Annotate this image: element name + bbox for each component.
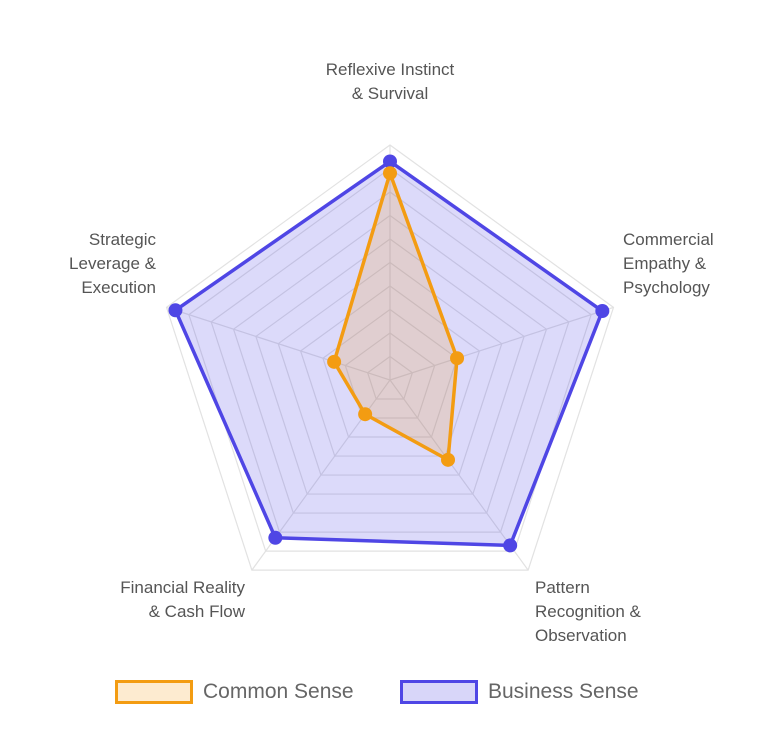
grid-ring [188,167,592,552]
grid-ring [210,191,570,533]
grid-ring [322,308,458,438]
legend-label: Common Sense [203,680,354,703]
axis-label: Commercial Empathy & Psychology [623,230,714,297]
data-point [168,303,183,318]
legend-swatch [115,680,193,704]
grid-ring [232,214,548,514]
spoke [389,379,529,571]
data-point [327,354,342,369]
axis-label: Financial Reality & Cash Flow [120,578,245,621]
axis-label: Pattern Recognition & Observation [535,578,641,645]
legend-item: Business Sense [400,680,639,704]
data-point [441,452,456,467]
data-point [268,530,283,545]
grid-ring [366,355,414,400]
data-point [358,407,373,422]
data-point [450,351,465,366]
spoke [166,306,391,381]
grid-ring [165,144,615,571]
series-area [332,171,459,462]
legend-label: Business Sense [488,680,639,703]
series-area [173,159,605,548]
spoke [389,306,614,381]
data-point [383,166,397,181]
legend-item: Common Sense [115,680,354,704]
legend-swatch [400,680,478,704]
axis-label: Reflexive Instinct & Survival [325,60,455,103]
grid-ring [344,332,436,419]
grid-ring [277,261,503,476]
data-point [383,154,397,169]
grid-ring [299,285,481,457]
data-point [503,538,518,553]
data-point [595,304,610,319]
grid-ring [255,238,525,495]
axis-label: Strategic Leverage & Execution [69,230,156,297]
